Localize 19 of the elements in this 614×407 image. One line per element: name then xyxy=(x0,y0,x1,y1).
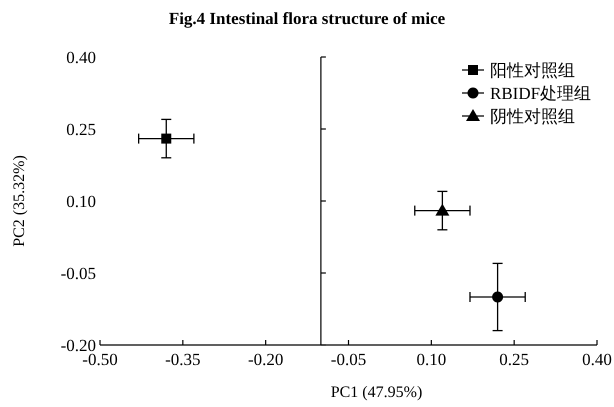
xtick: -0.35 xyxy=(165,350,201,369)
title: Fig.4 Intestinal flora structure of mice xyxy=(168,9,446,28)
legend-label: 阳性对照组 xyxy=(490,61,575,80)
legend-label: RBIDF处理组 xyxy=(490,84,592,103)
xtick: 0.25 xyxy=(499,350,530,369)
xtick: -0.05 xyxy=(330,350,366,369)
ytick: 0.40 xyxy=(66,48,96,67)
ytick: 0.25 xyxy=(66,120,96,139)
xtick: 0.10 xyxy=(416,350,446,369)
point xyxy=(161,134,172,144)
xlabel: PC1 (47.95%) xyxy=(330,384,422,401)
point xyxy=(492,292,504,302)
legend-label: 阴性对照组 xyxy=(490,107,575,126)
ytick: -0.05 xyxy=(60,264,96,283)
xtick: 0.40 xyxy=(582,350,612,369)
point xyxy=(435,204,450,216)
ylabel: PC2 (35.32%) xyxy=(11,155,28,247)
ytick: 0.10 xyxy=(66,192,96,211)
xtick: -0.20 xyxy=(248,350,284,369)
